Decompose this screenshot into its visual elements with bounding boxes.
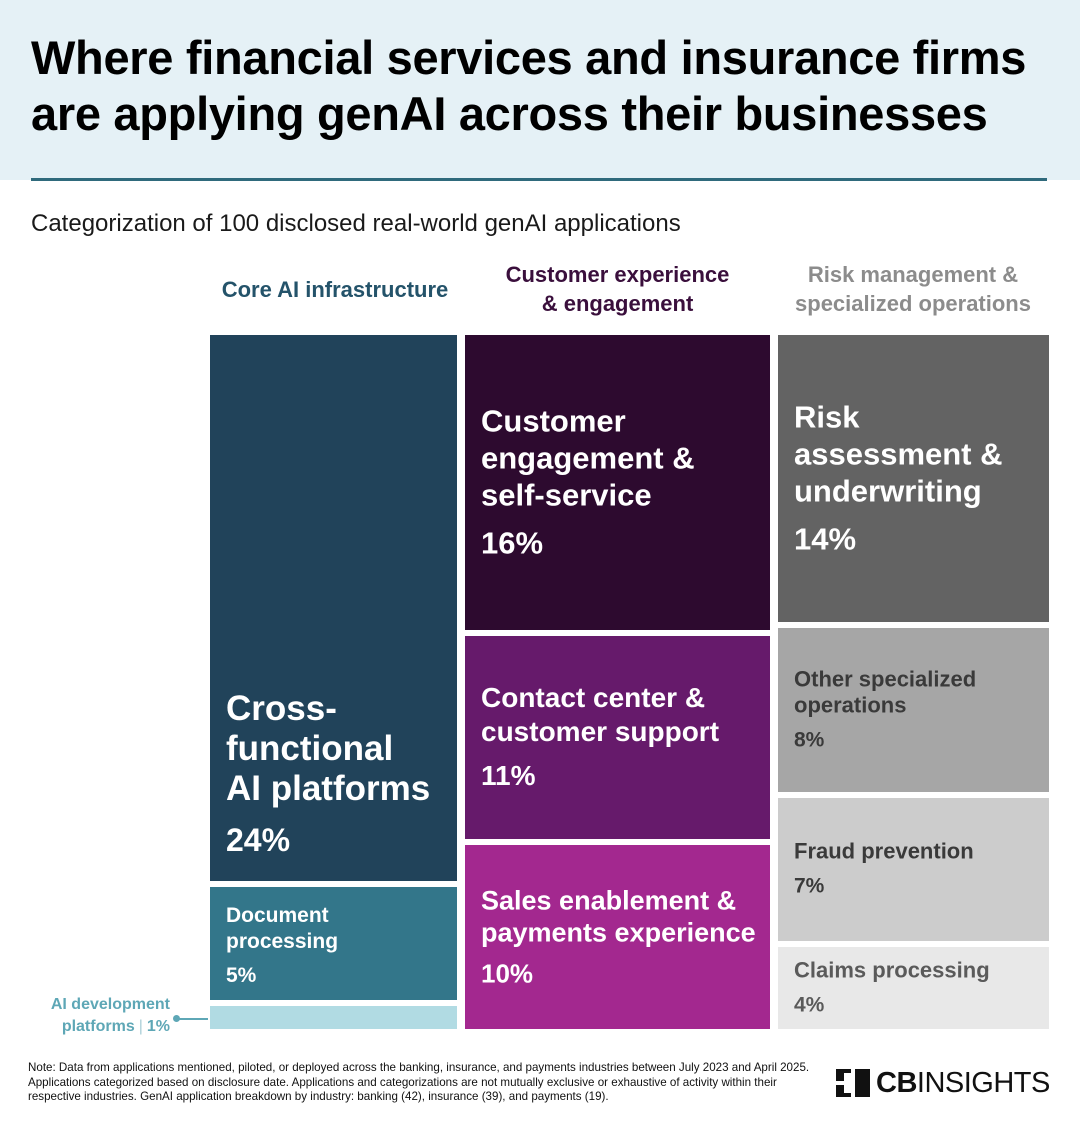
tile-value: 4% bbox=[794, 993, 825, 1017]
title-divider bbox=[31, 178, 1047, 181]
tile-text: Customer engagement & self-service 16% bbox=[481, 403, 760, 562]
column-heading-core-ai-infrastructure: Core AI infrastructure bbox=[200, 275, 470, 304]
footnote: Note: Data from applications mentioned, … bbox=[28, 1061, 810, 1103]
callout-dot bbox=[173, 1015, 180, 1022]
tile-text: Document processing 5% bbox=[226, 903, 447, 989]
tile-cross-functional-ai-platforms: Cross-functional AI platforms 24% bbox=[210, 335, 457, 881]
logo-wordmark-bold: CB bbox=[876, 1066, 917, 1099]
tile-value: 5% bbox=[226, 963, 257, 987]
tile-label-line: Document bbox=[226, 903, 329, 927]
tile-value: 10% bbox=[481, 958, 534, 989]
tile-label: Document processing bbox=[226, 903, 447, 955]
tile-label: Sales enablement & payments experience bbox=[481, 884, 760, 948]
tile-label-line: Claims processing bbox=[794, 957, 990, 983]
column-heading-line: Customer experience bbox=[505, 262, 730, 287]
tile-label: Other specialized operations bbox=[794, 666, 1039, 718]
callout-separator: | bbox=[138, 1018, 143, 1035]
tile-value: 7% bbox=[794, 874, 825, 898]
tile-text: Contact center & customer support 11% bbox=[481, 681, 760, 793]
tile-value: 11% bbox=[481, 760, 536, 792]
tile-customer-engagement-self-service: Customer engagement & self-service 16% bbox=[465, 335, 770, 630]
tile-label-line: operations bbox=[794, 692, 907, 718]
tile-label-line: Customer bbox=[481, 403, 626, 439]
chart-subtitle: Categorization of 100 disclosed real-wor… bbox=[31, 210, 681, 237]
tile-text: Sales enablement & payments experience 10% bbox=[481, 884, 760, 989]
column-heading-customer-experience-engagement: Customer experience & engagement bbox=[455, 260, 780, 318]
tile-text: Claims processing 4% bbox=[794, 958, 1039, 1019]
tile-label-line: AI platforms bbox=[226, 768, 431, 808]
tile-label-line: Risk bbox=[794, 399, 860, 435]
tile-label-line: assessment & bbox=[794, 436, 1003, 472]
tile-label: Risk assessment & underwriting bbox=[794, 399, 1039, 510]
column-heading-risk-management-specialized-operations: Risk management & specialized operations bbox=[773, 260, 1053, 318]
tile-sales-enablement-payments-experience: Sales enablement & payments experience 10% bbox=[465, 844, 770, 1029]
callout-label-line-1: AI development bbox=[50, 996, 170, 1013]
tile-label: Cross-functional AI platforms bbox=[226, 689, 447, 809]
tile-label: Fraud prevention bbox=[794, 839, 1039, 865]
tile-label-line: engagement & bbox=[481, 440, 695, 476]
column-heading-line: Risk management & bbox=[807, 262, 1019, 287]
tile-value: 16% bbox=[481, 525, 544, 561]
tile-label-line: Cross- bbox=[226, 688, 337, 728]
tile-text: Cross-functional AI platforms 24% bbox=[226, 689, 447, 859]
callout-leader-line bbox=[176, 1018, 208, 1020]
column-heading-line: & engagement bbox=[541, 291, 694, 316]
tile-value: 24% bbox=[226, 821, 291, 858]
tile-label: Customer engagement & self-service bbox=[481, 403, 760, 514]
tile-text: Other specialized operations 8% bbox=[794, 666, 1039, 753]
tile-label-line: Other specialized bbox=[794, 666, 977, 692]
callout-label-line-2: platforms bbox=[61, 1018, 135, 1035]
tile-label: Claims processing bbox=[794, 958, 1039, 984]
tile-label-line: Contact center & bbox=[481, 682, 706, 714]
tile-label-line: payments experience bbox=[481, 917, 756, 948]
header-band bbox=[0, 0, 1080, 180]
tile-fraud-prevention: Fraud prevention 7% bbox=[778, 797, 1049, 942]
callout-value: 1% bbox=[146, 1018, 170, 1035]
tile-text: Fraud prevention 7% bbox=[794, 839, 1039, 900]
cb-insights-logo-icon bbox=[836, 1069, 870, 1097]
tile-contact-center-customer-support: Contact center & customer support 11% bbox=[465, 635, 770, 839]
tile-label-line: customer support bbox=[481, 716, 720, 748]
ai-development-callout: AI development platforms | 1% bbox=[30, 994, 170, 1038]
tile-ai-development-platforms bbox=[210, 1006, 457, 1029]
column-heading-line: specialized operations bbox=[795, 291, 1031, 316]
tile-document-processing: Document processing 5% bbox=[210, 886, 457, 1001]
tile-claims-processing: Claims processing 4% bbox=[778, 947, 1049, 1029]
tile-value: 14% bbox=[794, 521, 857, 557]
tile-other-specialized-operations: Other specialized operations 8% bbox=[778, 627, 1049, 792]
tile-label-line: functional bbox=[226, 728, 394, 768]
logo-wordmark: CBINSIGHTS bbox=[876, 1067, 1050, 1100]
tile-label: Contact center & customer support bbox=[481, 681, 760, 749]
column-heading-line: Core AI infrastructure bbox=[221, 277, 449, 302]
tile-label-line: processing bbox=[226, 929, 339, 953]
tile-label-line: Sales enablement & bbox=[481, 885, 737, 916]
tile-label-line: Fraud prevention bbox=[794, 838, 974, 864]
tile-value: 8% bbox=[794, 728, 825, 752]
tile-risk-assessment-underwriting: Risk assessment & underwriting 14% bbox=[778, 335, 1049, 622]
cb-insights-logo: CBINSIGHTS bbox=[836, 1066, 1050, 1100]
logo-wordmark-light: INSIGHTS bbox=[916, 1066, 1050, 1099]
tile-label-line: self-service bbox=[481, 477, 652, 513]
tile-text: Risk assessment & underwriting 14% bbox=[794, 399, 1039, 558]
tile-label-line: underwriting bbox=[794, 473, 982, 509]
chart-title: Where financial services and insurance f… bbox=[31, 31, 1027, 140]
